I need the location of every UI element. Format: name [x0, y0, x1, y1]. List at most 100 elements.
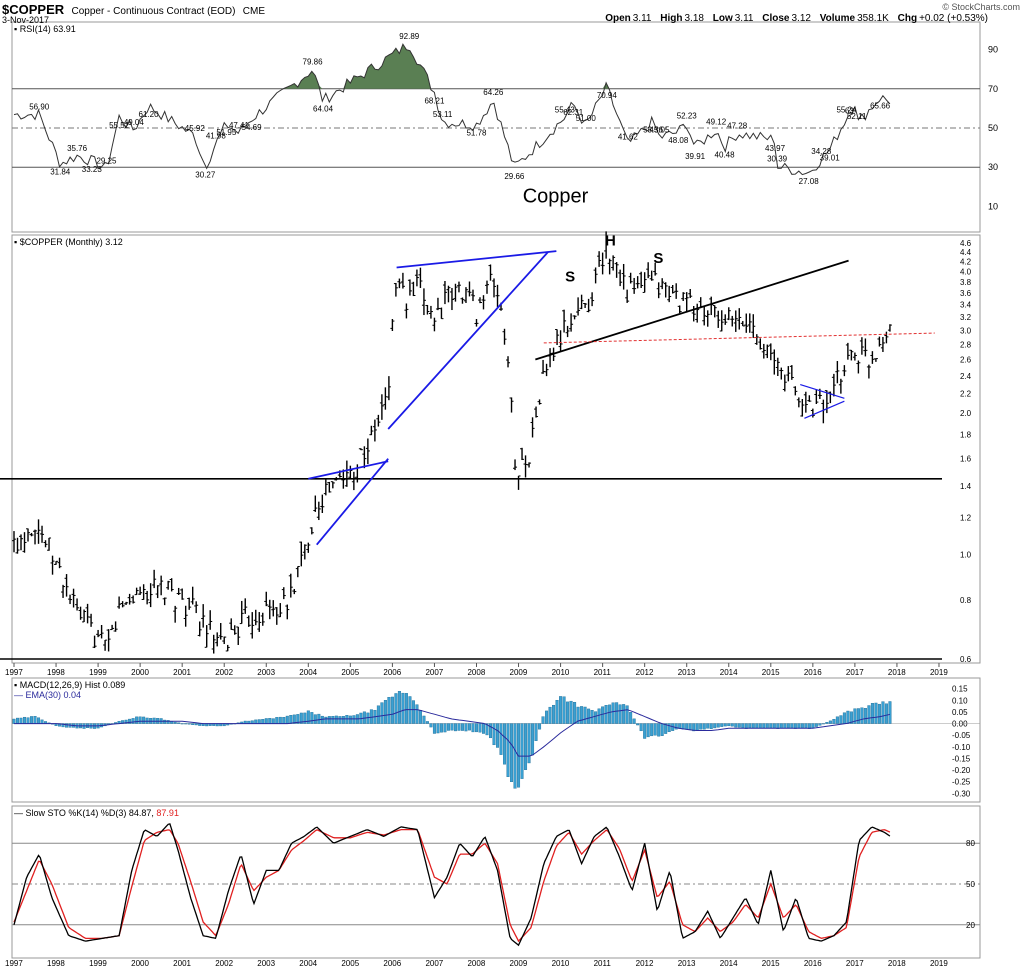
- price-tick-label: 1.8: [960, 431, 972, 440]
- price-bar: [751, 314, 756, 338]
- price-bar: [145, 590, 150, 605]
- price-tick-label: 0.6: [960, 655, 972, 664]
- price-bar: [838, 378, 843, 394]
- rsi-value-label: 49.04: [124, 118, 145, 127]
- macd-hist-bar: [348, 715, 352, 724]
- macd-hist-bar: [846, 710, 850, 724]
- price-bar: [481, 295, 486, 310]
- price-bar: [740, 321, 745, 327]
- price-bar: [414, 269, 419, 287]
- price-bar: [173, 605, 178, 623]
- price-bar: [628, 272, 633, 284]
- macd-hist-bar: [573, 701, 577, 724]
- macd-hist-bar: [856, 708, 860, 724]
- price-xaxis-label: 1998: [47, 668, 65, 677]
- price-tick-label: 1.0: [960, 551, 972, 560]
- sto-xaxis-label: 2006: [383, 959, 401, 968]
- macd-hist-bar: [797, 723, 801, 729]
- sto-xaxis-label: 2008: [467, 959, 485, 968]
- price-bar: [330, 481, 335, 489]
- open-label: Open: [605, 13, 631, 24]
- macd-hist-bar: [496, 723, 500, 748]
- macd-panel-label: ▪ MACD(12,26,9) Hist 0.089: [14, 680, 126, 690]
- macd-hist-bar: [37, 717, 41, 724]
- macd-hist-bar: [254, 719, 258, 724]
- price-bar: [488, 264, 493, 281]
- macd-hist-bar: [755, 723, 759, 729]
- macd-hist-bar: [327, 716, 331, 724]
- price-bar: [576, 297, 581, 316]
- price-bar: [856, 360, 861, 374]
- macd-ema-line: [14, 709, 891, 757]
- rsi-value-label: 45.92: [185, 124, 206, 133]
- macd-hist-bar: [492, 723, 496, 746]
- price-bar: [474, 318, 479, 327]
- macd-hist-bar: [874, 702, 878, 724]
- price-bar: [586, 298, 591, 313]
- price-bar: [723, 314, 728, 325]
- price-bar: [187, 597, 192, 610]
- macd-hist-bar: [163, 719, 167, 724]
- macd-hist-bar: [439, 723, 443, 733]
- rsi-panel-frame: [11, 21, 981, 233]
- macd-hist-bar: [751, 723, 755, 729]
- price-bar: [754, 334, 759, 345]
- neckline-black: [535, 259, 849, 361]
- macd-hist-bar: [531, 723, 535, 756]
- macd-hist-bar: [524, 723, 528, 770]
- macd-hist-bar: [765, 723, 769, 729]
- price-bar: [506, 356, 511, 368]
- macd-hist-bar: [762, 723, 766, 728]
- macd-hist-bar: [418, 710, 422, 724]
- price-tick-label: 3.2: [960, 313, 972, 322]
- macd-hist-bar: [835, 716, 839, 724]
- price-bar: [397, 278, 402, 289]
- macd-hist-bar: [730, 723, 734, 727]
- price-tick-label: 1.6: [960, 455, 972, 464]
- rsi-value-label: 30.39: [767, 154, 788, 163]
- macd-hist-bar: [446, 723, 450, 731]
- sto-xaxis-label: 2019: [930, 959, 948, 968]
- price-bar: [849, 349, 854, 361]
- price-bar: [537, 399, 542, 405]
- macd-hist-bar: [299, 712, 303, 724]
- macd-hist-bar: [758, 723, 762, 729]
- price-bar: [82, 609, 87, 623]
- macd-hist-bar: [625, 705, 629, 724]
- macd-hist-bar: [727, 723, 731, 727]
- macd-hist-bar: [576, 706, 580, 724]
- macd-tick-label: 0.10: [952, 696, 968, 705]
- price-bar: [463, 287, 468, 303]
- macd-hist-bar: [198, 723, 202, 726]
- price-bar: [597, 251, 602, 267]
- rsi-value-label: 53.11: [433, 110, 453, 119]
- price-bar: [558, 330, 563, 352]
- price-bar: [432, 317, 437, 332]
- price-bar: [880, 336, 885, 352]
- macd-hist-bar: [604, 705, 608, 724]
- macd-hist-bar: [390, 696, 394, 724]
- sto-xaxis-label: 2004: [299, 959, 317, 968]
- trendline-blue-upper-2: [396, 250, 557, 269]
- macd-hist-bar: [411, 700, 415, 724]
- price-bar: [390, 319, 395, 332]
- price-bar: [40, 525, 45, 543]
- price-bar: [372, 419, 377, 442]
- dashed-red-line: [543, 332, 935, 344]
- rsi-value-label: 52.11: [847, 112, 867, 121]
- price-bar: [611, 255, 616, 271]
- price-bar: [278, 603, 283, 618]
- price-bar: [593, 267, 598, 284]
- price-bar: [155, 585, 160, 599]
- price-bar: [688, 288, 693, 299]
- price-bar: [677, 305, 682, 314]
- price-xaxis-label: 2006: [383, 668, 401, 677]
- macd-hist-bar: [334, 715, 338, 724]
- rsi-tick-label: 70: [988, 84, 998, 94]
- price-bar: [842, 365, 847, 377]
- macd-hist-bar: [597, 708, 601, 724]
- rsi-value-label: 49.12: [706, 118, 727, 127]
- macd-hist-bar: [877, 703, 881, 724]
- price-bar: [215, 632, 220, 647]
- rsi-value-label: 29.25: [96, 157, 117, 166]
